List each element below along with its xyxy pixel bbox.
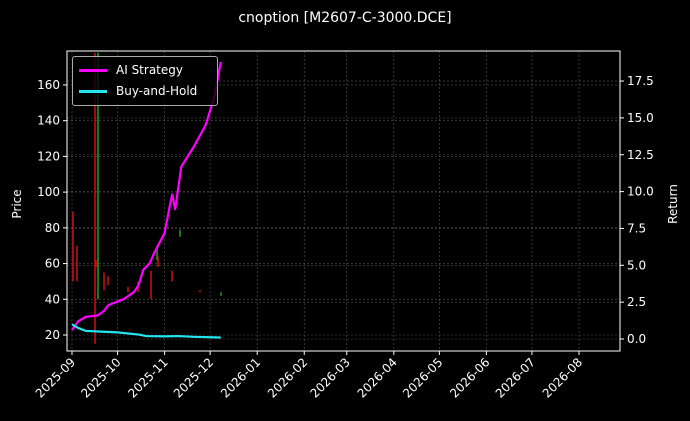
svg-text:2026-05: 2026-05	[400, 355, 445, 400]
series-ai-strategy	[71, 61, 222, 331]
svg-text:2026-07: 2026-07	[493, 355, 538, 400]
svg-text:80: 80	[45, 221, 60, 235]
y-axis-label: Price	[10, 189, 24, 218]
legend-item-buy-and-hold: Buy-and-Hold	[79, 84, 197, 98]
svg-text:2025-09: 2025-09	[33, 355, 78, 400]
svg-text:160: 160	[37, 78, 60, 92]
svg-text:2026-06: 2026-06	[447, 355, 492, 400]
series-buy-and-hold	[71, 323, 221, 339]
svg-text:2025-10: 2025-10	[78, 355, 123, 400]
y-axis-right: 0.0 2.5 5.0 7.5 10.0 12.5 15.0 17.5	[620, 74, 654, 346]
svg-text:2026-08: 2026-08	[540, 355, 585, 400]
svg-text:2025-12: 2025-12	[171, 355, 216, 400]
svg-text:2026-02: 2026-02	[265, 355, 310, 400]
svg-text:2025-11: 2025-11	[125, 355, 170, 400]
svg-text:12.5: 12.5	[627, 148, 654, 162]
svg-text:20: 20	[45, 328, 60, 342]
svg-text:140: 140	[37, 114, 60, 128]
svg-text:40: 40	[45, 292, 60, 306]
legend-swatch	[79, 68, 107, 72]
svg-text:17.5: 17.5	[627, 74, 654, 88]
legend-swatch	[79, 89, 107, 93]
svg-text:100: 100	[37, 185, 60, 199]
svg-text:5.0: 5.0	[627, 258, 646, 272]
svg-text:2026-03: 2026-03	[308, 355, 353, 400]
chart-title: cnoption [M2607-C-3000.DCE]	[238, 10, 452, 26]
plot-frame	[66, 50, 621, 352]
svg-text:2026-04: 2026-04	[355, 355, 400, 400]
svg-text:2.5: 2.5	[627, 295, 646, 309]
grid	[67, 51, 620, 351]
svg-text:60: 60	[45, 257, 60, 271]
y-axis-right-label: Return	[666, 184, 680, 224]
svg-text:15.0: 15.0	[627, 111, 654, 125]
svg-text:120: 120	[37, 149, 60, 163]
svg-text:2026-01: 2026-01	[218, 355, 263, 400]
svg-text:0.0: 0.0	[627, 332, 646, 346]
svg-text:7.5: 7.5	[627, 221, 646, 235]
y-axis-left: 20 40 60 80 100 120 140 160	[37, 78, 67, 342]
svg-text:10.0: 10.0	[627, 185, 654, 199]
x-axis: 2025-09 2025-10 2025-11 2025-12 2026-01 2026-…	[33, 351, 585, 401]
legend-item-ai-strategy: AI Strategy	[79, 63, 183, 77]
series-lines	[71, 61, 222, 339]
legend: AI Strategy Buy-and-Hold	[72, 56, 218, 106]
